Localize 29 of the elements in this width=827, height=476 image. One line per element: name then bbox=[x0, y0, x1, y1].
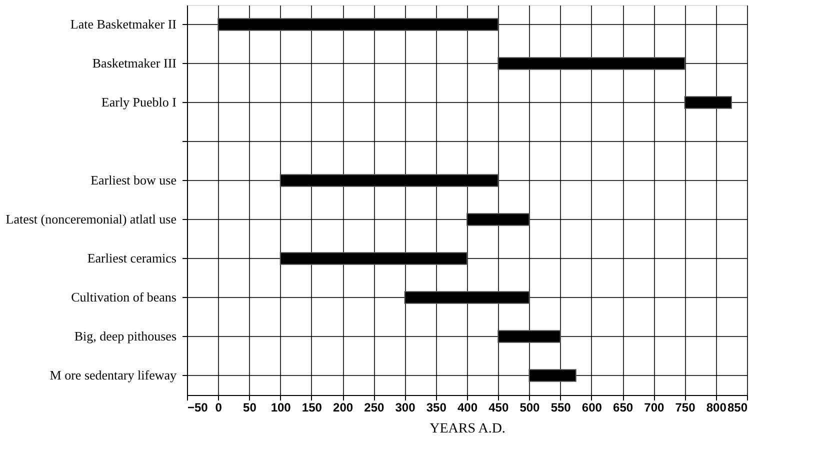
x-tick-label: 750 bbox=[675, 400, 696, 414]
y-tick-label: Earliest ceramics bbox=[87, 250, 176, 266]
x-tick-label: 700 bbox=[644, 400, 664, 414]
x-tick-label: 150 bbox=[302, 400, 322, 414]
y-tick-label: Basketmaker III bbox=[92, 56, 176, 70]
x-tick-label: 200 bbox=[333, 400, 354, 414]
x-tick-label: 100 bbox=[270, 400, 292, 414]
x-tick-label: 0 bbox=[215, 400, 222, 414]
y-tick-label: Cultivation of beans bbox=[71, 290, 176, 304]
x-tick-label: 450 bbox=[488, 400, 509, 414]
x-tick-label: 400 bbox=[457, 400, 478, 414]
x-tick-label: 650 bbox=[613, 400, 634, 414]
y-tick-label: Big, deep pithouses bbox=[74, 328, 176, 344]
x-axis-title: YEARS A.D. bbox=[430, 422, 506, 436]
x-tick-label: 350 bbox=[426, 400, 447, 414]
x-tick-label: 300 bbox=[395, 400, 416, 414]
x-tick-label: 500 bbox=[520, 400, 540, 414]
y-tick-label: Late Basketmaker II bbox=[70, 16, 176, 32]
x-tick-label: 850 bbox=[727, 400, 748, 414]
x-tick-label: 800 bbox=[706, 400, 727, 414]
x-tick-label: 50 bbox=[243, 400, 257, 414]
y-tick-label: Early Pueblo I bbox=[101, 94, 176, 110]
y-tick-label: M ore sedentary lifeway bbox=[50, 368, 177, 382]
y-tick-label: Latest (nonceremonial) atlatl use bbox=[6, 212, 177, 226]
x-tick-label: 600 bbox=[582, 400, 602, 414]
x-tick-label: 550 bbox=[550, 400, 572, 414]
y-tick-label: Earliest bow use bbox=[90, 172, 177, 188]
x-tick-label: −50 bbox=[188, 400, 208, 414]
x-tick-label: 250 bbox=[364, 400, 384, 414]
